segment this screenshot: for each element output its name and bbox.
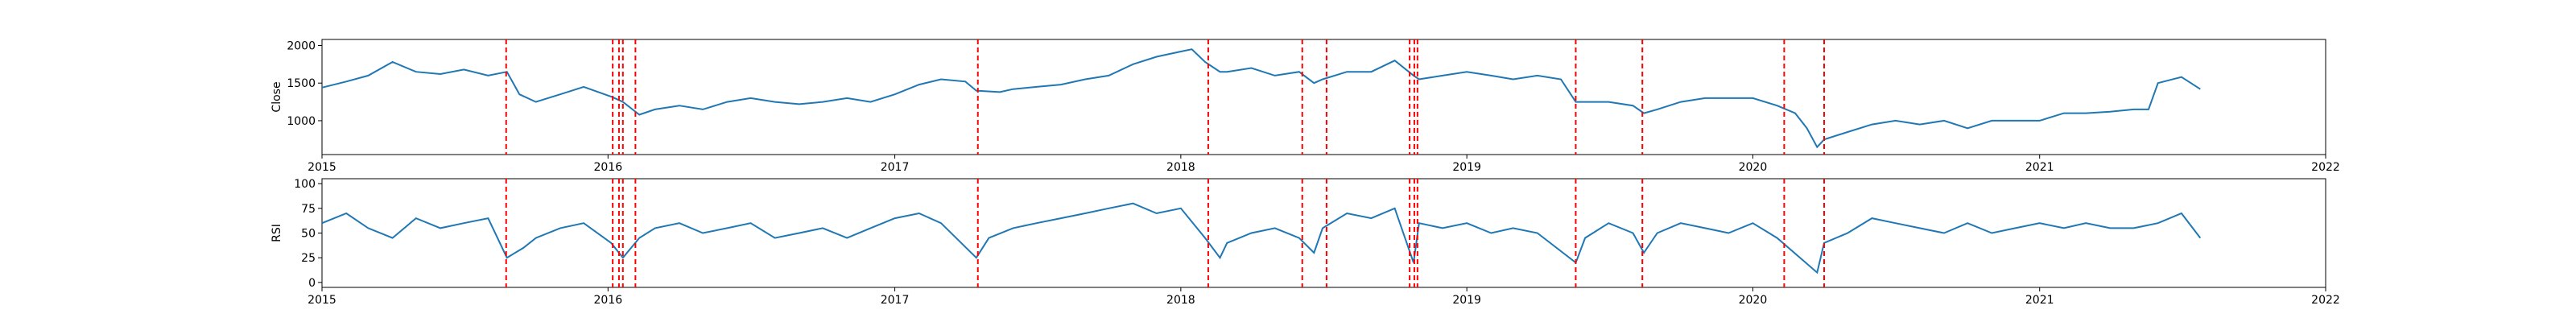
- x-tick-label: 2018: [1166, 294, 1195, 307]
- x-tick-label: 2019: [1452, 161, 1481, 174]
- x-tick-label: 2015: [308, 294, 336, 307]
- x-tick-label: 2018: [1166, 161, 1195, 174]
- close-panel: 1000 1500 2000 2015 2016 2017 2018 2019 2020 2021…: [270, 39, 2340, 174]
- y-tick-label: 75: [301, 203, 316, 216]
- y-tick-label: 25: [301, 252, 316, 265]
- x-tick-label: 2019: [1452, 294, 1481, 307]
- x-tick-label: 2015: [308, 161, 336, 174]
- x-tick-label: 2016: [593, 294, 622, 307]
- x-tick-label: 2021: [2025, 161, 2054, 174]
- y-tick-label: 0: [308, 277, 316, 290]
- y-tick-label: 1500: [287, 77, 316, 90]
- x-tick-label: 2017: [881, 294, 910, 307]
- y-tick-label: 50: [301, 228, 316, 241]
- x-tick-label: 2020: [1739, 294, 1768, 307]
- plot-frame: [321, 39, 2326, 155]
- rsi-panel: 0 25 50 75 100 2015 2016 2017 2018 2019 2020 2021 20…: [270, 178, 2340, 307]
- y-axis-label: RSI: [270, 224, 283, 242]
- x-tick-label: 2022: [2311, 294, 2340, 307]
- y-tick-label: 1000: [287, 115, 316, 128]
- x-tick-label: 2021: [2025, 294, 2054, 307]
- y-axis-label: Close: [270, 81, 283, 112]
- y-tick-label: 100: [294, 178, 316, 191]
- series-line: [321, 48, 2201, 149]
- y-tick-label: 2000: [287, 39, 316, 52]
- x-tick-label: 2016: [593, 161, 622, 174]
- x-tick-label: 2020: [1739, 161, 1768, 174]
- x-tick-label: 2017: [881, 161, 910, 174]
- series-line: [321, 202, 2202, 275]
- x-tick-label: 2022: [2311, 161, 2340, 174]
